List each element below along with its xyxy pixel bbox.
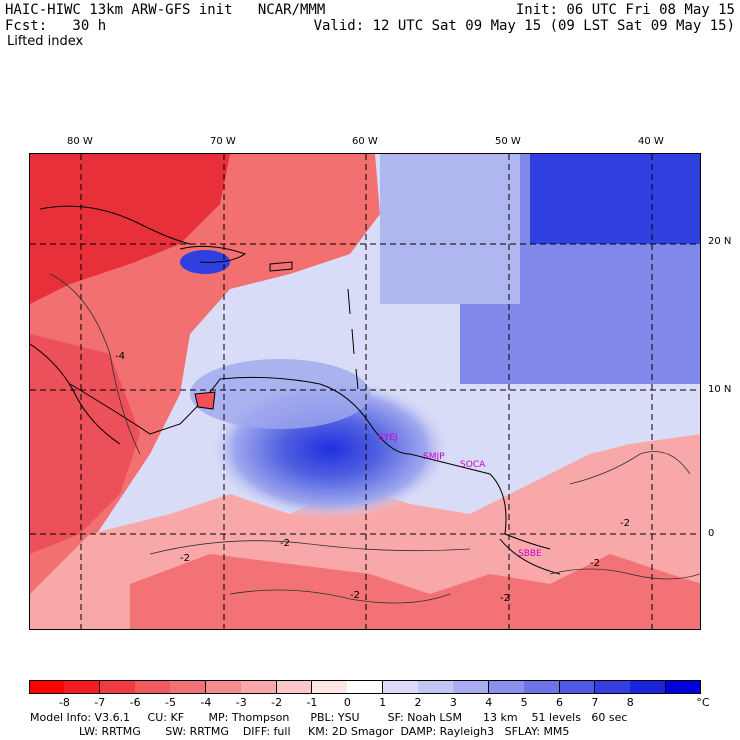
colorbar-cell [135,680,171,694]
cool-region-northeast-deep [530,154,700,244]
colorbar-cell [630,680,667,694]
colorbar-tick-label: 0 [343,696,351,709]
map-canvas [30,154,700,629]
coastline-cuba [39,205,191,245]
contour-label: -2 [500,593,510,604]
colorbar-tick-label: -4 [200,696,212,709]
colorbar-tick-label: -7 [94,696,106,709]
model-info-line2: LW: RRTMG SW: RRTMG DIFF: full KM: 2D Sm… [30,725,570,738]
contour-east [569,451,691,485]
coastline-hispaniola [179,245,247,263]
station-soca: SOCA [460,460,486,470]
contour-label: -2 [350,590,360,601]
warm-region-central-america [30,334,140,554]
colorbar-border [29,680,701,694]
forecast-hour: Fcst: 30 h [5,18,107,34]
colorbar-tick-label: 4 [485,696,493,709]
contour-label: -4 [115,351,125,362]
colorbar-unit: °C [696,696,710,709]
colorbar-cell [382,680,419,694]
contour-label: -2 [590,558,600,569]
model-title: HAIC-HIWC 13km ARW-GFS init NCAR/MMM [5,2,326,18]
contour-west [49,273,141,455]
colorbar-cell [241,680,278,694]
station-smjp: SMJP [423,452,445,462]
contour-label: -2 [620,518,630,529]
colorbar-tick-label: 3 [449,696,457,709]
station-syej: SYEJ [378,433,398,443]
lat-label-0: 0 [708,528,715,539]
lon-label-60w: 60 W [352,136,378,147]
contour-label: -2 [280,538,290,549]
valid-time: Valid: 12 UTC Sat 09 May 15 (09 LST Sat … [313,18,735,34]
lat-label-10n: 10 N [708,384,732,395]
lat-label-20n: 20 N [708,236,732,247]
cool-region-east [380,154,520,304]
contour-label: -2 [180,553,190,564]
colorbar-tick-label: 8 [626,696,634,709]
colorbar-tick-label: -5 [164,696,176,709]
colorbar-cell [205,680,242,694]
warm-region-caribbean-dark [30,154,230,304]
colorbar-tick-label: 1 [379,696,387,709]
colorbar-tick-label: -8 [58,696,70,709]
lon-label-80w: 80 W [67,136,93,147]
colorbar-cell [488,680,525,694]
colorbar-tick-label: 2 [414,696,422,709]
colorbar-cell [453,680,490,694]
coastline-puerto-rico [269,261,293,272]
colorbar-cell [559,680,596,694]
init-time: Init: 06 UTC Fri 08 May 15 [515,2,735,18]
field-name: Lifted index [7,34,84,49]
cool-patch-venezuela-north [190,359,370,429]
colorbar-tick-label: -2 [271,696,283,709]
colorbar-tick-label: -6 [129,696,141,709]
lifted-index-map: -4 -2 -2 -2 -2 -2 -2 SYEJ SMJP SOCA SBBE [29,153,701,630]
colorbar-tick-label: -1 [306,696,318,709]
station-sbbe: SBBE [518,549,542,559]
colorbar-tick-label: 6 [556,696,564,709]
contour-southeast [549,568,700,580]
contour-south [149,540,471,555]
lon-label-50w: 50 W [495,136,521,147]
colorbar-tick-label: 5 [520,696,528,709]
coastline-central-america [30,343,121,445]
coastlines [30,205,561,575]
colorbar-cell [311,680,348,694]
model-info-line1: Model Info: V3.6.1 CU: KF MP: Thompson P… [30,711,628,724]
contour-amazon [229,589,451,604]
coastline-lesser-antilles [347,288,359,390]
colorbar-tick-label: -3 [235,696,247,709]
colorbar-cell [64,680,101,694]
warm-region-amazon [130,554,700,629]
grid-lines [30,154,700,629]
contour-lines [49,273,700,604]
coastline-lake-maracaibo [194,391,216,410]
lon-label-40w: 40 W [638,136,664,147]
colorbar-tick-label: 7 [591,696,599,709]
lon-label-70w: 70 W [210,136,236,147]
coastline-south-america [69,376,561,575]
